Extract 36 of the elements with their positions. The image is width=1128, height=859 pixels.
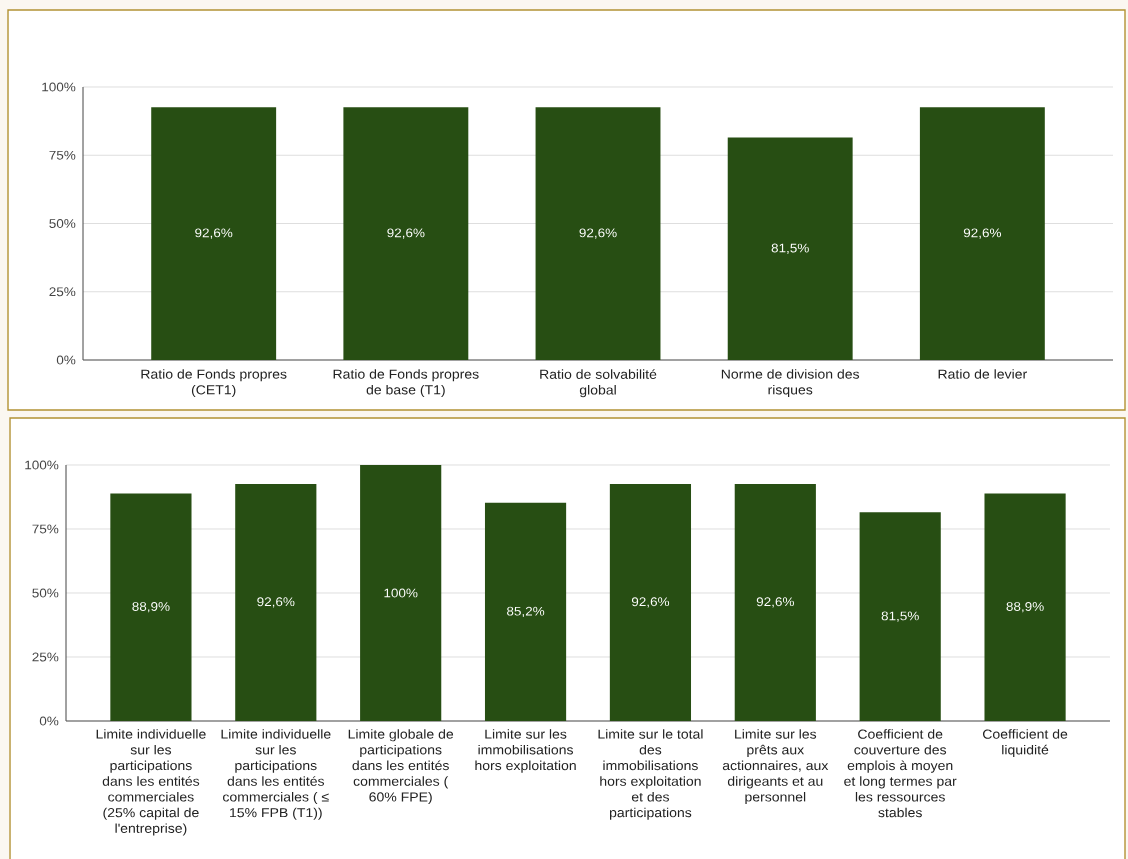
y-tick-label: 25% bbox=[49, 287, 76, 297]
x-tick-label: Ratio de Fonds propres de base (T1) bbox=[333, 369, 479, 397]
data-label: 88,9% bbox=[1006, 602, 1044, 613]
x-tick-label: Limite globale de participations dans les entités commerciales ( 60% FPE) bbox=[348, 729, 454, 805]
y-tick-label: 100% bbox=[25, 460, 59, 470]
y-tick-label: 0% bbox=[56, 355, 76, 365]
data-label: 92,6% bbox=[756, 597, 794, 608]
data-label: 92,6% bbox=[963, 228, 1002, 239]
data-label: 81,5% bbox=[771, 243, 809, 254]
x-tick-label: Limite sur les immobilisations hors exploitation bbox=[475, 729, 576, 773]
x-tick-label: Norme de division des risques bbox=[721, 369, 860, 397]
data-label: 88,9% bbox=[132, 602, 170, 613]
y-tick-label: 0% bbox=[39, 716, 59, 726]
x-tick-label: Coefficient de couverture des emplois à moyen et long termes par les ressources stables bbox=[844, 729, 957, 818]
data-label: 81,5% bbox=[881, 611, 919, 622]
x-tick-label: Ratio de solvabilité global bbox=[540, 369, 657, 398]
data-label: 92,6% bbox=[195, 228, 233, 239]
y-tick-label: 50% bbox=[32, 588, 59, 598]
data-label: 92,6% bbox=[387, 228, 425, 239]
x-tick-label: Limite individuelle sur les participations dans les entités commerciales ( ≤ 15% FPB (T1)) bbox=[221, 729, 331, 820]
y-tick-label: 100% bbox=[42, 82, 76, 92]
x-tick-label: Limite sur le total des immobilisations hors exploitation et des participations bbox=[598, 729, 703, 820]
data-label: 85,2% bbox=[507, 606, 545, 618]
x-tick-label: Ratio de levier bbox=[938, 369, 1027, 379]
y-tick-label: 25% bbox=[32, 652, 59, 662]
y-tick-label: 75% bbox=[49, 150, 76, 160]
x-tick-label: Coefficient de liquidité bbox=[982, 729, 1068, 757]
data-label: 92,6% bbox=[257, 597, 295, 608]
x-tick-label: Limite individuelle sur les participations dans les entités commerciales (25% capital de l'entreprise) bbox=[96, 729, 206, 836]
y-tick-label: 75% bbox=[32, 524, 59, 534]
data-label: 92,6% bbox=[579, 228, 617, 239]
data-label: 100% bbox=[384, 588, 418, 598]
y-tick-label: 50% bbox=[49, 219, 76, 228]
data-label: 92,6% bbox=[631, 597, 670, 608]
x-tick-label: Ratio de Fonds propres (CET1) bbox=[141, 369, 287, 397]
x-tick-label: Limite sur les prêts aux actionnaires, aux dirigeants et au personnel bbox=[722, 729, 829, 805]
